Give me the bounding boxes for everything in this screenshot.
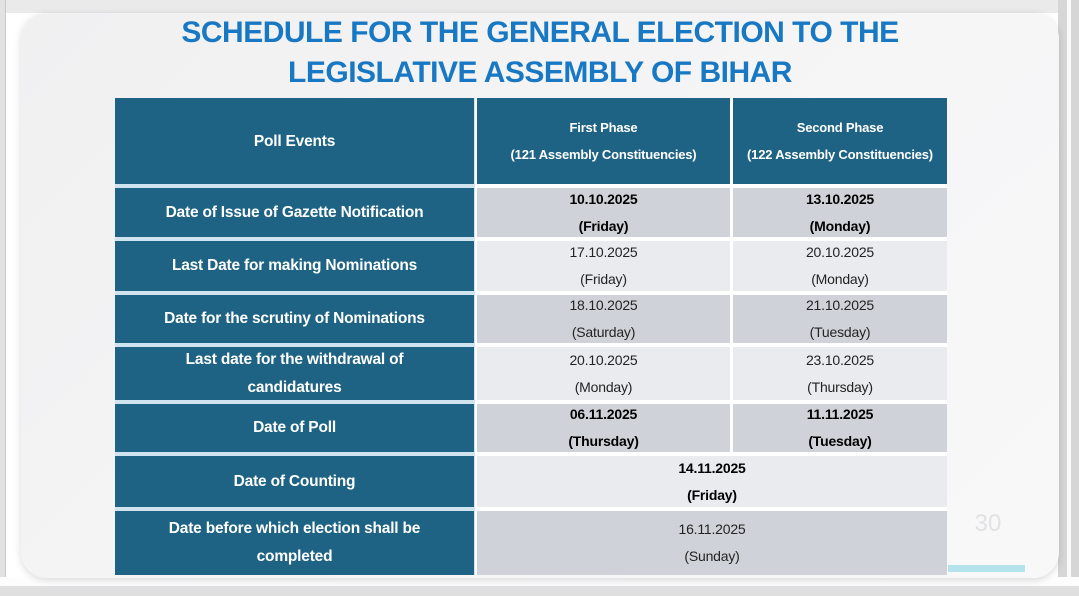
viewer-bottom-band: [0, 586, 1079, 596]
header-first-phase: First Phase (121 Assembly Constituencies…: [477, 98, 730, 184]
date-cell-merged: 16.11.2025 (Sunday): [477, 511, 947, 575]
date-cell: 13.10.2025 (Monday): [733, 188, 947, 237]
date-cell-merged: 14.11.2025 (Friday): [477, 456, 947, 507]
slide-title: SCHEDULE FOR THE GENERAL ELECTION TO THE…: [181, 16, 899, 89]
header-poll-events: Poll Events: [115, 98, 474, 184]
event-label: Last Date for making Nominations: [115, 241, 474, 291]
date-cell: 10.10.2025 (Friday): [477, 188, 730, 237]
header-second-phase: Second Phase (122 Assembly Constituencie…: [733, 98, 947, 184]
date-cell: 23.10.2025 (Thursday): [733, 347, 947, 400]
date-cell: 20.10.2025 (Monday): [477, 347, 730, 400]
date-cell: 18.10.2025 (Saturday): [477, 295, 730, 343]
accent-bar: [948, 565, 1025, 572]
election-schedule-table: Poll Events First Phase (121 Assembly Co…: [115, 98, 947, 575]
date-cell: 17.10.2025 (Friday): [477, 241, 730, 291]
event-label: Date of Poll: [115, 404, 474, 452]
viewer-bottom-gutter: [0, 577, 1079, 586]
date-cell: 20.10.2025 (Monday): [733, 241, 947, 291]
event-label: Last date for the withdrawal of candidat…: [115, 347, 474, 400]
event-label: Date before which election shall be comp…: [115, 511, 474, 575]
viewer-right-divider: [1067, 0, 1071, 577]
event-label: Date for the scrutiny of Nominations: [115, 295, 474, 343]
viewer-top-band: [6, 0, 1079, 13]
date-cell: 06.11.2025 (Thursday): [477, 404, 730, 452]
date-cell: 11.11.2025 (Tuesday): [733, 404, 947, 452]
event-label: Date of Issue of Gazette Notification: [115, 188, 474, 237]
viewer-left-strip: [0, 0, 6, 577]
page-number: 30: [974, 510, 1002, 537]
event-label: Date of Counting: [115, 456, 474, 507]
date-cell: 21.10.2025 (Tuesday): [733, 295, 947, 343]
